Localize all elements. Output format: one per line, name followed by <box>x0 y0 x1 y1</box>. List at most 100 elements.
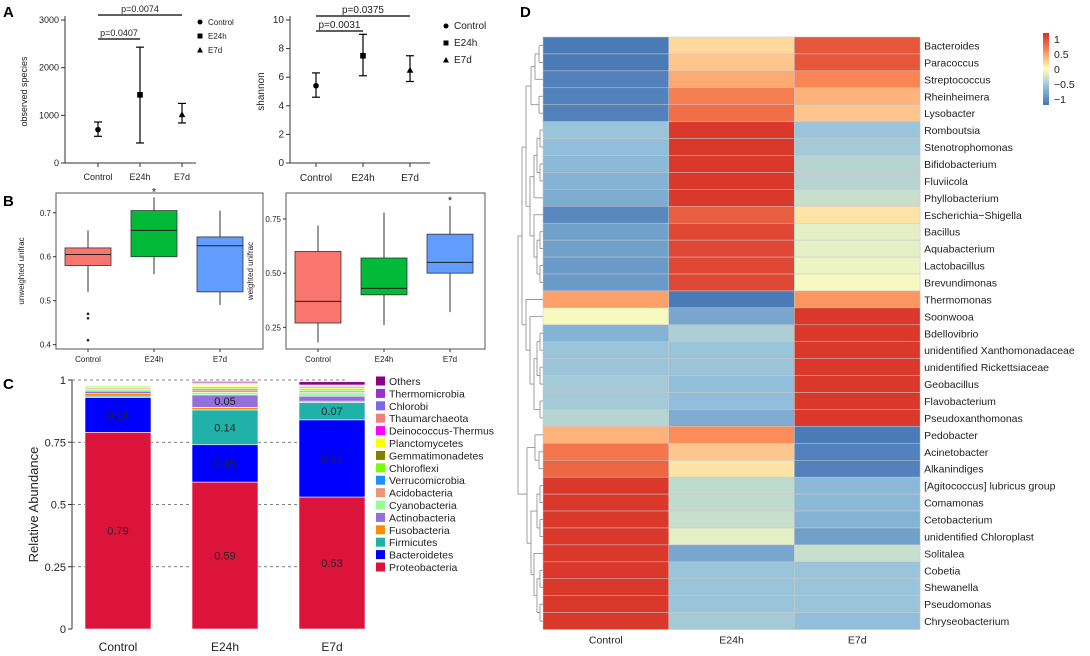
heatmap-cell <box>668 578 795 596</box>
bar-segment <box>191 481 259 630</box>
heatmap-cell <box>668 527 795 546</box>
bar-segment <box>84 397 152 433</box>
bar-value-label: 0.05 <box>214 396 235 408</box>
mean-point <box>360 52 366 59</box>
box-iqr <box>360 257 408 296</box>
heatmap-row-label: Cobetia <box>924 565 960 577</box>
heatmap-cell <box>542 443 669 461</box>
heatmap-cell <box>794 443 921 461</box>
plot-frame <box>285 192 486 350</box>
heatmap-cell <box>794 239 921 258</box>
heatmap-cell <box>668 222 795 241</box>
heatmap-row-label: Aquabacterium <box>924 244 995 256</box>
p-value-label: p=0.0074 <box>121 4 159 14</box>
y-tick-label: 0.7 <box>40 209 52 218</box>
x-tick-label: E24h <box>145 355 164 364</box>
heatmap-cell <box>542 426 669 444</box>
legend-label: Deinococcus-Thermus <box>389 426 494 438</box>
y-tick-label: 1000 <box>39 110 59 120</box>
heatmap-cell <box>668 172 795 190</box>
legend-label: Firmicutes <box>389 537 437 549</box>
heatmap-cell <box>668 307 795 326</box>
heatmap-cell <box>542 476 669 495</box>
legend-label: Verrucomicrobia <box>389 475 465 487</box>
mean-point <box>313 82 319 89</box>
heatmap-cell <box>668 510 795 529</box>
legend-swatch <box>376 438 385 448</box>
bar-segment <box>191 389 259 393</box>
heatmap-cell <box>668 36 795 55</box>
legend-swatch <box>376 463 385 473</box>
y-tick-label: 0.75 <box>265 215 281 224</box>
heatmap-row-label: Bifidobacterium <box>924 159 997 171</box>
y-tick-label: 0.75 <box>45 437 66 449</box>
y-tick-label: 0.4 <box>40 341 52 350</box>
heatmap-cell <box>794 172 921 190</box>
heatmap-row-label: Solitalea <box>924 548 964 560</box>
heatmap-row-label: Lactobacillus <box>924 261 985 273</box>
heatmap-cell <box>542 324 669 342</box>
heatmap-cell <box>542 544 669 563</box>
heatmap-column-label: E24h <box>719 635 744 647</box>
outlier-point <box>86 316 90 320</box>
heatmap-cell <box>794 460 921 478</box>
heatmap-row-label: Escherichia−Shigella <box>924 210 1022 222</box>
heatmap-cell <box>794 222 921 241</box>
bar-segment <box>84 393 152 397</box>
legend-swatch <box>376 488 385 498</box>
heatmap-row-label: Lysobacter <box>924 108 975 120</box>
heatmap-row-label: Brevundimonas <box>924 277 997 289</box>
bar-value-label: 0.31 <box>321 453 342 465</box>
heatmap-cell <box>794 155 921 173</box>
p-value-label: p=0.0375 <box>342 5 384 16</box>
mean-point <box>178 111 186 118</box>
heatmap-cell <box>542 409 669 427</box>
y-tick-label: 0.5 <box>51 500 66 512</box>
heatmap-cell <box>668 561 795 580</box>
legend-label: Fusobacteria <box>389 525 450 537</box>
heatmap-row-label: Cetobacterium <box>924 515 993 527</box>
y-tick-label: 1 <box>60 375 66 387</box>
heatmap-cell <box>668 70 795 89</box>
panel-a2-shannon: 0 2 4 6 8 10 shannon Control E24h E7d p=0.0031 p=0.… <box>256 5 486 184</box>
heatmap-cell <box>542 358 669 376</box>
x-tick-label: E7d <box>443 355 457 364</box>
legend-swatch <box>376 537 385 547</box>
significance-star: * <box>448 195 453 207</box>
heatmap-cell <box>668 273 795 292</box>
legend-label: E24h <box>208 32 227 41</box>
heatmap-row-label: Acinetobacter <box>924 447 989 459</box>
y-tick-label: 0.25 <box>45 562 66 574</box>
legend-marker-square <box>443 40 449 46</box>
legend-swatch <box>376 562 385 572</box>
heatmap-row-label: Bdellovibrio <box>924 328 978 340</box>
heatmap-row-label: Fluviicola <box>924 176 968 188</box>
bar-segment <box>298 381 366 386</box>
bar-value-label: 0.07 <box>321 406 342 418</box>
x-tick-label: Control <box>99 640 138 654</box>
x-tick-label: Control <box>83 172 112 182</box>
legend-label: Bacteroidetes <box>389 550 453 562</box>
heatmap-cell <box>542 256 669 275</box>
p-value-label: p=0.0407 <box>100 28 138 38</box>
heatmap-cell <box>542 493 669 512</box>
heatmap-cell <box>668 155 795 173</box>
box-iqr <box>130 210 178 258</box>
panel-label-b: B <box>3 193 14 210</box>
heatmap-cell <box>542 70 669 89</box>
heatmap-row-label: Pseudomonas <box>924 599 991 611</box>
outlier-point <box>86 312 90 316</box>
heatmap-cell <box>794 612 921 630</box>
heatmap-cell <box>794 104 921 122</box>
panel-c-stacked-bars: 0 0.25 0.5 0.75 1 Relative Abundance 0.79 0.14 C… <box>26 375 494 654</box>
heatmap-cell <box>794 206 921 224</box>
heatmap-cell <box>542 138 669 156</box>
heatmap-row-label: Pseudoxanthomonas <box>924 413 1023 425</box>
heatmap-cell <box>668 138 795 156</box>
p-value-label: p=0.0031 <box>319 20 361 31</box>
heatmap-cell <box>542 375 669 393</box>
x-tick-label: Control <box>305 355 331 364</box>
heatmap-cell <box>668 87 795 105</box>
legend-label: Actinobacteria <box>389 512 456 524</box>
heatmap-cell <box>542 290 669 309</box>
